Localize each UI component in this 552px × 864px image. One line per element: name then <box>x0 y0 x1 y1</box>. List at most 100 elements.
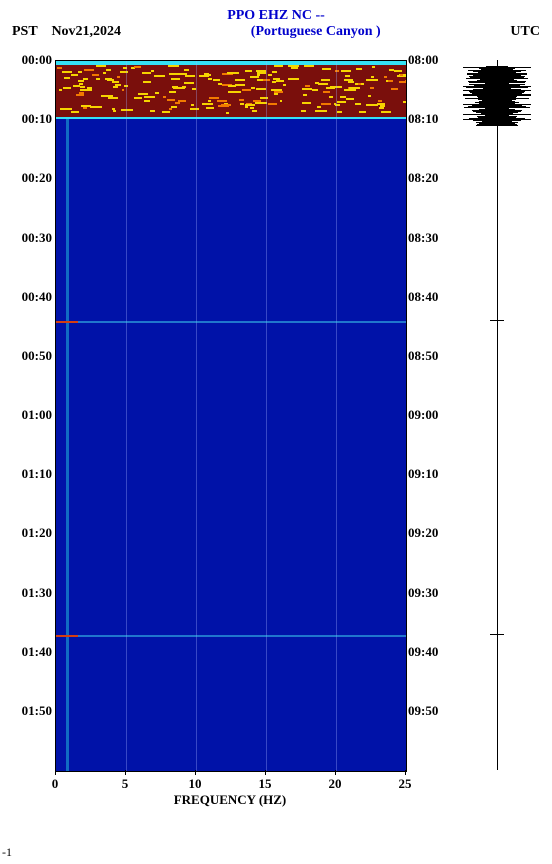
speckle <box>288 78 299 80</box>
ytick-left: 01:00 <box>2 407 52 423</box>
speckle <box>108 97 118 99</box>
streak-hot <box>56 321 78 323</box>
speckle <box>90 106 102 108</box>
ytick-left: 00:00 <box>2 52 52 68</box>
ytick-left: 01:20 <box>2 525 52 541</box>
speckle <box>377 103 385 105</box>
waveform-tick <box>490 320 504 321</box>
speckle <box>113 110 117 112</box>
speckle <box>245 104 255 106</box>
speckle <box>134 97 142 99</box>
footer-mark: -1 <box>2 845 12 860</box>
ytick-right: 08:30 <box>408 230 458 246</box>
station-channel-title: PPO EHZ NC -- <box>0 8 552 24</box>
speckle <box>312 89 317 91</box>
speckle <box>227 72 238 74</box>
ytick-right: 08:40 <box>408 289 458 305</box>
waveform-tick <box>490 634 504 635</box>
speckle <box>78 71 82 73</box>
xtick-mark <box>195 770 196 775</box>
date: Nov21,2024 <box>51 24 121 39</box>
speckle <box>406 112 407 114</box>
speckle <box>235 84 245 86</box>
xtick-mark <box>335 770 336 775</box>
speckle <box>142 72 151 74</box>
speckle <box>317 106 320 108</box>
gridline <box>126 61 127 771</box>
speckle <box>83 78 88 80</box>
right-tz: UTC <box>510 24 540 40</box>
ytick-right: 09:30 <box>408 585 458 601</box>
speckle <box>96 65 106 67</box>
streak-hot <box>56 635 78 637</box>
speckle <box>155 92 159 94</box>
speckle <box>391 88 398 90</box>
speckle <box>321 79 330 81</box>
speckle <box>117 76 120 78</box>
speckle <box>202 103 213 105</box>
speckle <box>274 65 282 67</box>
ytick-left: 01:30 <box>2 585 52 601</box>
speckle <box>239 99 243 101</box>
speckle <box>345 75 350 77</box>
waveform-burst <box>476 125 519 126</box>
speckle <box>304 65 314 67</box>
speckle <box>134 66 141 68</box>
xtick-mark <box>405 770 406 775</box>
speckle <box>138 93 149 95</box>
speckle <box>291 67 298 69</box>
speckle <box>71 74 78 76</box>
speckle <box>173 87 185 89</box>
speckle <box>172 78 178 80</box>
speckle <box>271 89 282 91</box>
ytick-right: 09:50 <box>408 703 458 719</box>
speckle <box>60 108 72 110</box>
speckle <box>221 104 231 106</box>
xtick: 10 <box>189 776 202 792</box>
xtick-mark <box>265 770 266 775</box>
speckle <box>349 87 360 89</box>
speckle <box>368 95 371 97</box>
speckle <box>73 85 80 87</box>
speckle <box>105 78 112 80</box>
speckle <box>208 78 212 80</box>
speckle <box>63 87 72 89</box>
speckle <box>302 102 311 104</box>
speckle <box>403 101 407 103</box>
speckle <box>84 69 94 71</box>
chart-header: PPO EHZ NC -- PST Nov21,2024 (Portuguese… <box>0 8 552 40</box>
speckle <box>318 83 328 85</box>
speckle <box>272 81 277 83</box>
gridline <box>336 61 337 771</box>
speckle <box>366 79 378 81</box>
speckle <box>185 75 196 77</box>
speckle <box>346 98 354 100</box>
speckle <box>71 111 79 113</box>
speckle <box>384 76 387 78</box>
speckle <box>122 89 124 91</box>
speckle <box>378 100 382 102</box>
ytick-right: 09:40 <box>408 644 458 660</box>
speckle <box>169 91 177 93</box>
speckle <box>252 110 257 112</box>
high-activity-band <box>56 65 406 117</box>
xtick-mark <box>125 770 126 775</box>
speckle <box>204 73 209 75</box>
speckle <box>163 96 166 98</box>
gridline <box>266 61 267 771</box>
ytick-right: 09:20 <box>408 525 458 541</box>
speckle <box>80 89 92 91</box>
speckle <box>235 79 245 81</box>
speckle <box>400 74 403 76</box>
speckle <box>191 104 195 106</box>
speckle <box>64 77 70 79</box>
speckle <box>206 107 214 109</box>
speckle <box>242 89 251 91</box>
speckle <box>288 65 299 67</box>
left-tz: PST <box>12 24 37 39</box>
speckle <box>57 67 63 69</box>
speckle <box>78 80 84 82</box>
speckle <box>106 69 112 71</box>
speckle <box>162 111 170 113</box>
cyan-edge-below-red <box>56 117 406 119</box>
